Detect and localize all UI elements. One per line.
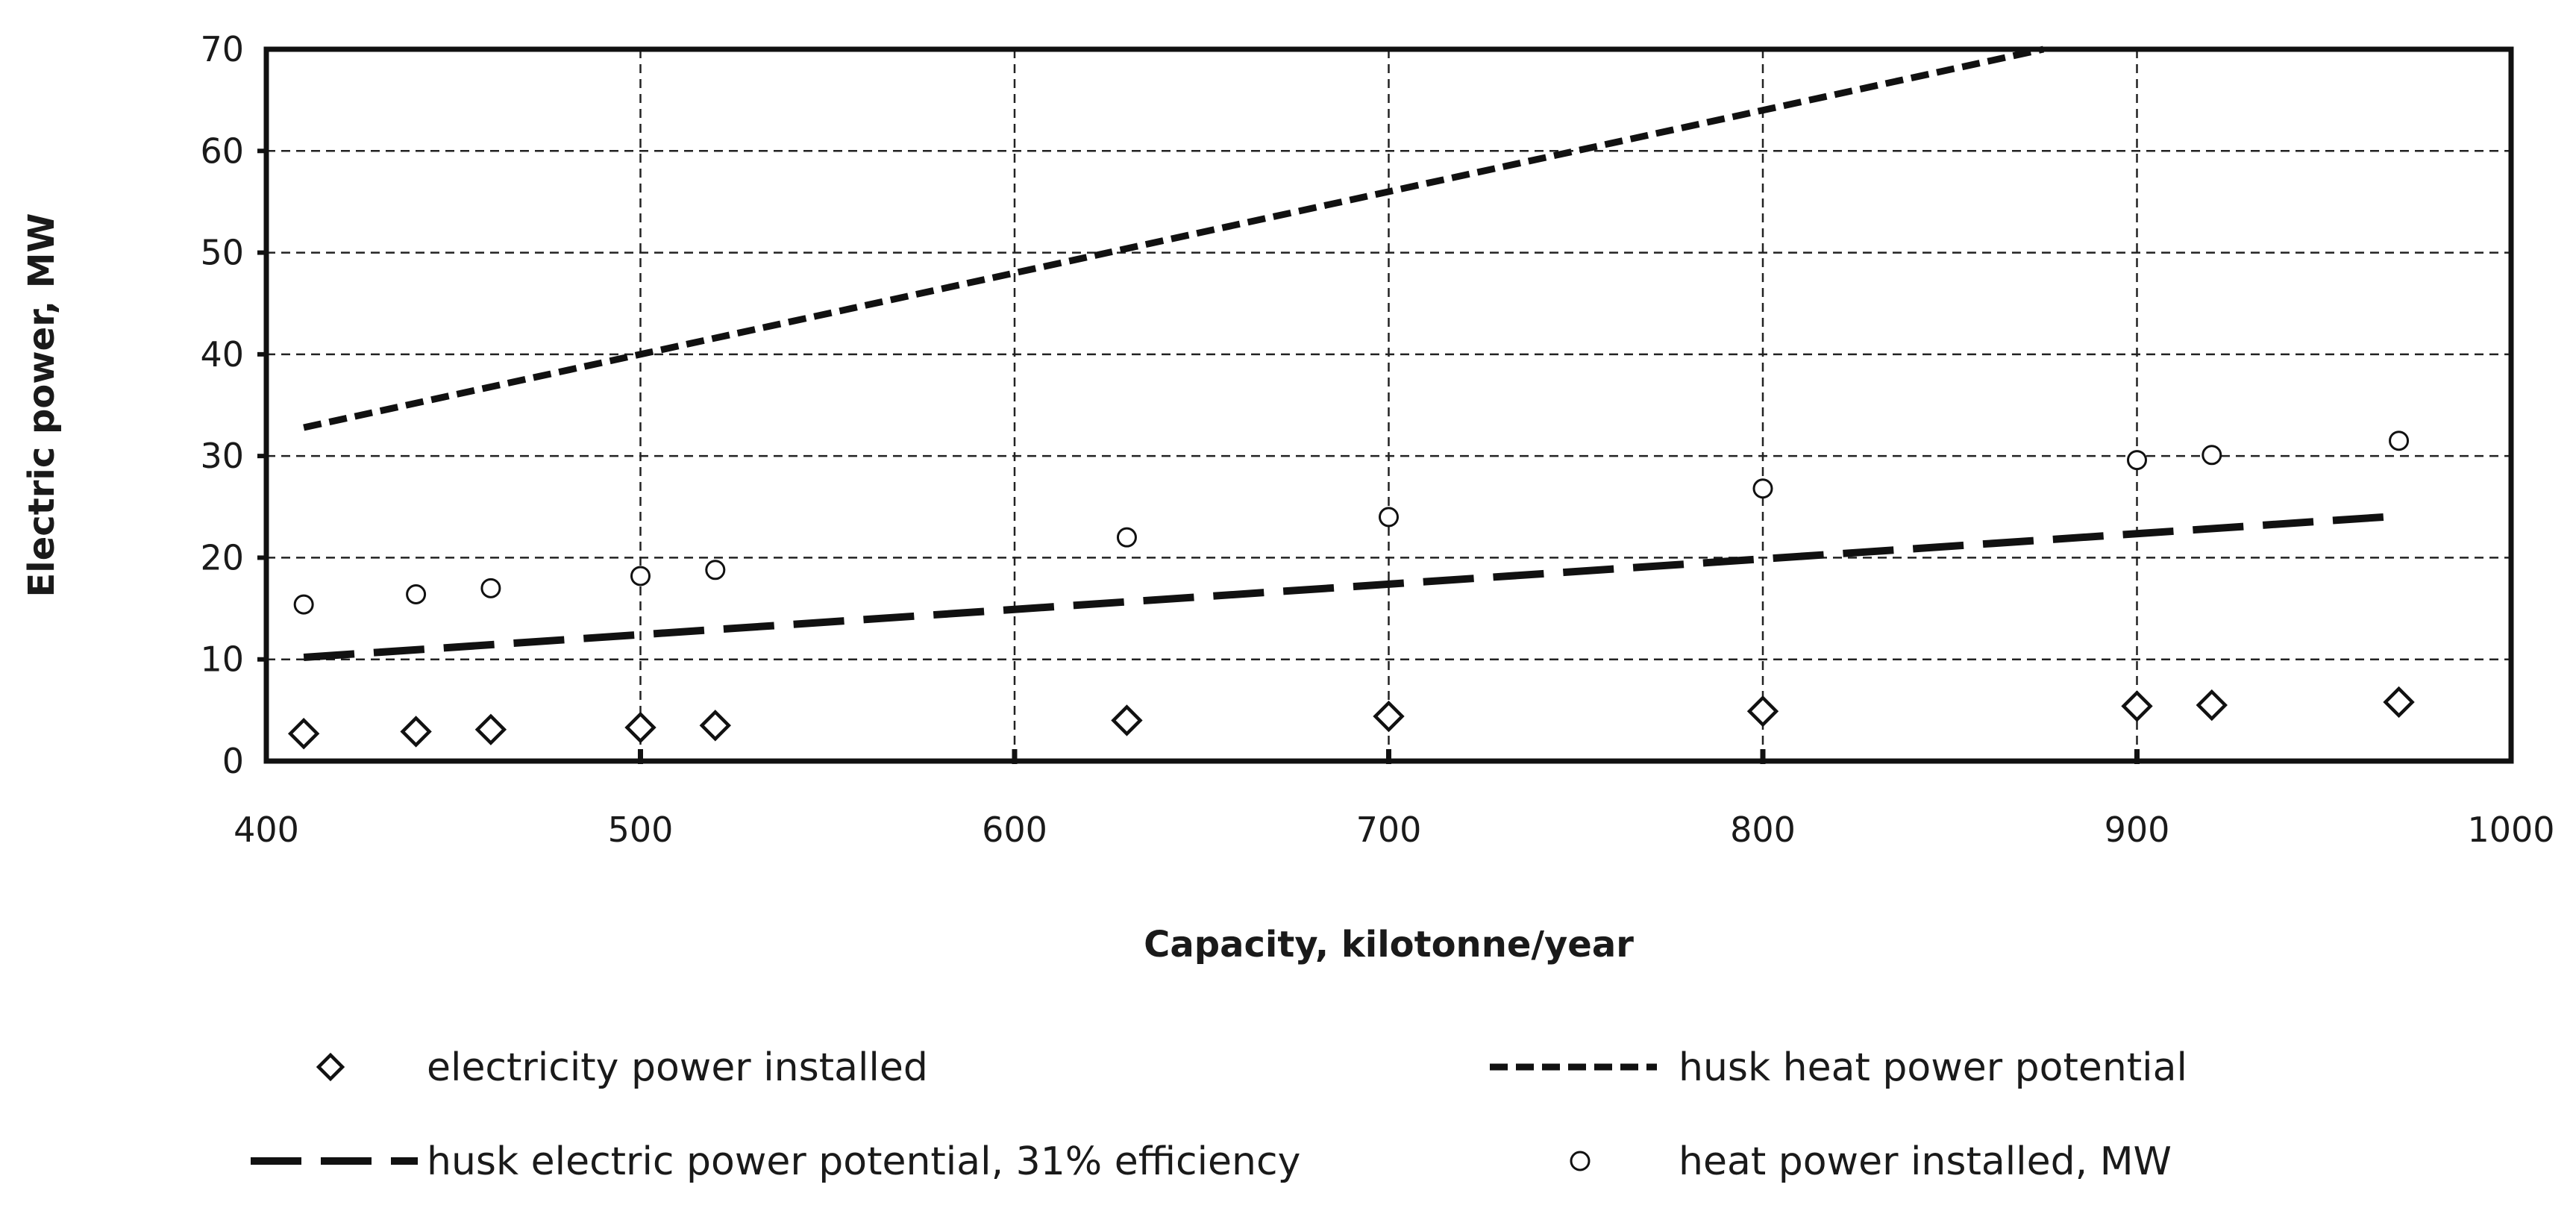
x-tick-label: 1000 <box>2467 810 2554 850</box>
series-scatter-3 <box>293 431 2410 615</box>
data-point-diamond <box>624 711 656 744</box>
data-point-circle <box>2127 450 2147 471</box>
data-point-diamond <box>400 716 432 748</box>
legend-item: electricity power installed <box>316 1045 928 1090</box>
data-point-circle <box>1379 507 1399 528</box>
data-point-circle <box>2201 445 2222 466</box>
y-tick-label: 20 <box>200 537 244 578</box>
legend-label: heat power installed, MW <box>1679 1139 2172 1184</box>
legend-label: husk electric power potential, 31% effic… <box>427 1139 1300 1184</box>
data-point-circle <box>1752 478 1773 499</box>
data-point-diamond <box>2121 690 2153 722</box>
y-tick-label: 10 <box>200 639 244 680</box>
y-tick-label: 0 <box>222 741 244 781</box>
tick-labels: 400 500 600 700 800 900 1000 0 10 20 30 40 50 60 70 <box>200 29 2554 850</box>
x-tick-label: 900 <box>2105 810 2170 850</box>
data-point-diamond <box>2196 689 2228 722</box>
data-point-circle <box>1116 527 1137 548</box>
data-point-diamond <box>2383 686 2415 719</box>
series-line-1 <box>303 46 2045 431</box>
legend-label: husk heat power potential <box>1679 1045 2187 1090</box>
data-point-circle <box>2389 431 2410 451</box>
y-tick-label: 60 <box>200 131 244 171</box>
legend-item: heat power installed, MW <box>1570 1139 2172 1184</box>
series-layer <box>287 46 2415 750</box>
legend-swatch-diamond <box>316 1052 345 1082</box>
data-point-diamond <box>1373 700 1405 733</box>
y-tick-label: 30 <box>200 436 244 476</box>
legend: electricity power installed husk heat pow… <box>251 1045 2187 1184</box>
y-tick-label: 70 <box>200 29 244 69</box>
x-tick-label: 500 <box>608 810 674 850</box>
data-point-diamond <box>1111 704 1143 736</box>
x-tick-label: 400 <box>234 810 299 850</box>
series-scatter-0 <box>287 686 2415 750</box>
data-point-diamond <box>474 713 507 745</box>
series-line <box>303 46 2045 431</box>
plot-frame <box>263 46 2514 764</box>
x-axis-title: Capacity, kilotonne/year <box>1144 924 1634 966</box>
data-point-circle <box>293 594 314 615</box>
legend-label: electricity power installed <box>427 1045 928 1090</box>
y-tick-label: 50 <box>200 233 244 273</box>
data-point-circle <box>705 560 726 581</box>
x-tick-label: 700 <box>1356 810 1422 850</box>
y-tick-label: 40 <box>200 334 244 375</box>
y-axis-title: Electric power, MW <box>21 213 63 598</box>
data-point-diamond <box>1746 695 1779 727</box>
data-point-circle <box>630 566 651 586</box>
data-point-circle <box>406 583 427 604</box>
legend-swatch-circle <box>1570 1151 1591 1171</box>
x-tick-label: 600 <box>982 810 1047 850</box>
legend-item: husk electric power potential, 31% effic… <box>251 1139 1300 1184</box>
data-point-diamond <box>699 710 731 742</box>
legend-item: husk heat power potential <box>1490 1045 2187 1090</box>
data-point-diamond <box>287 718 320 750</box>
x-tick-label: 800 <box>1730 810 1796 850</box>
data-point-circle <box>480 578 501 598</box>
